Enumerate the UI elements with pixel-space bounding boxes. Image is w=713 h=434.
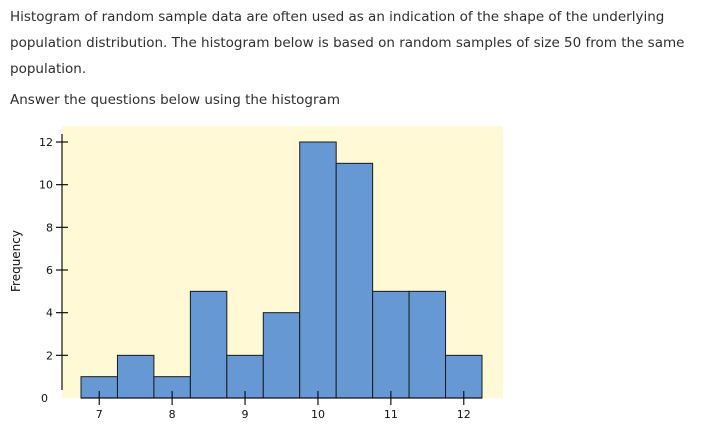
question-prompt: Answer the questions below using the his… — [10, 92, 340, 108]
histogram-bar — [262, 312, 301, 399]
x-tick-label: 9 — [242, 408, 249, 421]
histogram-bar — [372, 290, 410, 399]
y-tick-label: 8 — [46, 221, 53, 234]
y-tick-label: 10 — [39, 179, 53, 192]
histogram-bar — [299, 141, 337, 399]
histogram-bar — [226, 354, 264, 399]
y-tick-label: 2 — [46, 349, 53, 362]
y-tick-label: 6 — [46, 264, 53, 277]
histogram-bar — [408, 290, 447, 399]
histogram-bar — [335, 162, 374, 399]
y-tick-label: 12 — [39, 136, 53, 149]
question-intro: Histogram of random sample data are ofte… — [10, 9, 685, 77]
x-tick-label: 11 — [384, 408, 398, 421]
x-tick-label: 8 — [169, 408, 176, 421]
x-tick-label: 10 — [311, 408, 325, 421]
y-axis-title: Frequency — [9, 230, 23, 292]
y-tick-label: 4 — [46, 307, 53, 320]
x-tick-label: 12 — [457, 408, 471, 421]
histogram-bar — [189, 290, 228, 399]
x-tick-label: 7 — [96, 408, 103, 421]
y-tick-label: 0 — [41, 392, 48, 405]
histogram-bar — [116, 354, 155, 399]
